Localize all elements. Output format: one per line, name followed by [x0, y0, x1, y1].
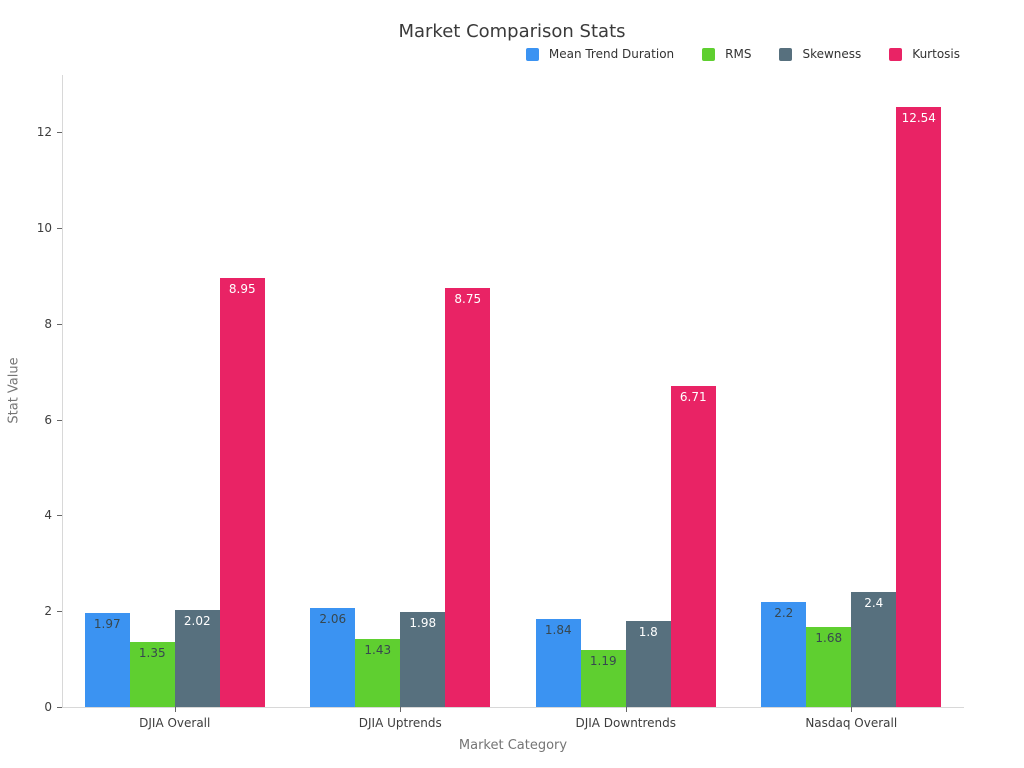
y-tick-mark — [57, 228, 62, 230]
bar: 1.98 — [400, 612, 446, 707]
chart-title: Market Comparison Stats — [398, 21, 626, 42]
legend-item-label: Skewness — [802, 47, 862, 61]
x-tick-mark — [625, 707, 627, 712]
y-tick-mark — [57, 419, 62, 421]
x-tick-mark — [174, 707, 176, 712]
bar: 1.35 — [129, 642, 175, 707]
y-tick-mark — [57, 132, 62, 134]
bar: 12.54 — [896, 106, 942, 707]
y-tick-mark — [57, 515, 62, 517]
bar-value-label: 1.8 — [638, 624, 658, 639]
legend-item-label: RMS — [725, 47, 752, 61]
bar-value-label: 1.19 — [589, 654, 617, 669]
legend-swatch-icon — [779, 47, 793, 61]
bar: 1.43 — [355, 638, 401, 707]
x-category-label: DJIA Uptrends — [358, 716, 442, 730]
x-category-label: Nasdaq Overall — [805, 716, 898, 730]
bar: 2.2 — [761, 601, 807, 707]
legend-item: Mean Trend Duration — [525, 47, 675, 61]
legend-item: Skewness — [779, 47, 861, 61]
x-tick-mark — [851, 707, 853, 712]
bar-value-label: 8.75 — [454, 292, 482, 307]
bar-value-label: 1.97 — [93, 616, 121, 631]
y-tick-label: 4 — [44, 508, 52, 523]
bar: 1.84 — [535, 618, 581, 707]
legend-swatch-icon — [525, 47, 539, 61]
bar: 2.4 — [851, 592, 897, 707]
x-category-label: DJIA Downtrends — [575, 716, 677, 730]
bar: 6.71 — [670, 385, 716, 707]
legend-swatch-icon — [889, 47, 903, 61]
y-tick-label: 6 — [44, 412, 52, 427]
bar-value-label: 1.68 — [815, 630, 843, 645]
bar-value-label: 1.35 — [138, 646, 166, 661]
bar-value-label: 6.71 — [679, 389, 707, 404]
bar: 8.95 — [219, 278, 265, 707]
y-tick-label: 12 — [36, 125, 52, 140]
y-tick-label: 2 — [44, 604, 52, 619]
x-tick-mark — [400, 707, 402, 712]
bar: 1.68 — [806, 626, 852, 707]
legend: Mean Trend Duration RMS Skewness Kurtosis — [525, 46, 960, 62]
bar: 1.19 — [580, 650, 626, 707]
bar-value-label: 2.2 — [774, 605, 794, 620]
bar-value-label: 12.54 — [901, 110, 936, 125]
bar: 2.06 — [310, 608, 356, 707]
y-tick-mark — [57, 707, 62, 708]
legend-swatch-icon — [702, 47, 716, 61]
y-tick-mark — [57, 323, 62, 325]
legend-item-label: Mean Trend Duration — [548, 47, 675, 61]
y-axis-title: Stat Value — [6, 357, 22, 424]
x-axis-line — [62, 707, 964, 708]
bar-value-label: 1.43 — [364, 642, 392, 657]
bar: 8.75 — [445, 288, 491, 707]
bar: 2.02 — [174, 610, 220, 707]
y-tick-label: 0 — [44, 700, 52, 714]
legend-item: Kurtosis — [889, 47, 960, 61]
bar-value-label: 2.06 — [319, 612, 347, 627]
bar-value-label: 2.4 — [864, 596, 884, 611]
legend-item: RMS — [702, 47, 751, 61]
legend-item-label: Kurtosis — [912, 47, 960, 61]
bar-value-label: 2.02 — [183, 614, 211, 629]
x-category-label: DJIA Overall — [139, 716, 211, 730]
y-axis-line — [62, 75, 63, 707]
bar-value-label: 8.95 — [228, 282, 256, 297]
bar-value-label: 1.84 — [544, 622, 572, 637]
bar: 1.8 — [625, 620, 671, 707]
y-tick-label: 10 — [36, 221, 52, 236]
y-tick-mark — [57, 611, 62, 613]
y-tick-label: 8 — [44, 316, 52, 331]
bar-value-label: 1.98 — [409, 616, 437, 631]
x-axis-title: Market Category — [458, 738, 568, 753]
bar: 1.97 — [84, 612, 130, 707]
